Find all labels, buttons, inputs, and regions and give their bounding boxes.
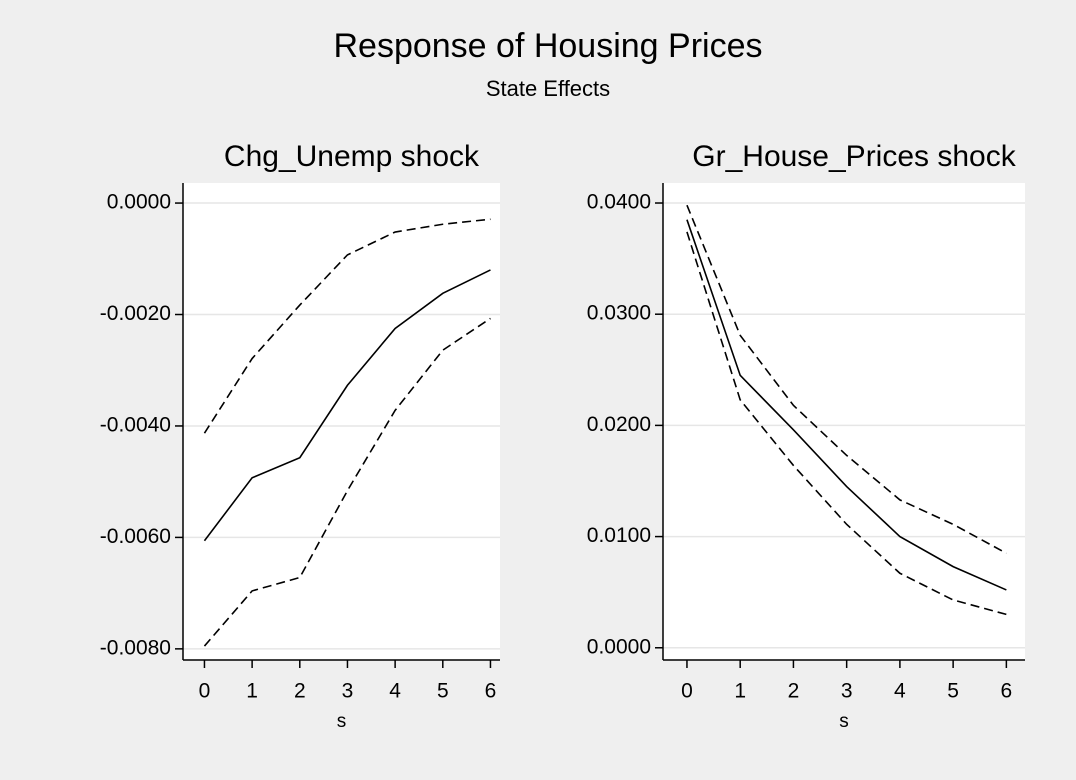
x-tick-label: 4 <box>894 680 906 703</box>
response-line <box>686 219 1007 591</box>
y-tick-label: -0.0020 <box>100 302 171 325</box>
figure-subtitle: State Effects <box>486 76 610 101</box>
y-tick-label: -0.0040 <box>100 414 171 437</box>
x-tick-label: 4 <box>389 680 401 703</box>
x-tick-label: 5 <box>437 680 449 703</box>
band-line <box>203 218 491 434</box>
x-tick-label: 3 <box>342 680 354 703</box>
x-tick-label: 0 <box>681 680 693 703</box>
x-tick-label: 2 <box>294 680 306 703</box>
response-line <box>203 269 491 542</box>
y-tick-label: 0.0000 <box>107 191 171 214</box>
x-axis-label: s <box>337 711 347 732</box>
y-tick-label: 0.0300 <box>587 302 651 325</box>
band-line <box>686 231 1007 616</box>
x-axis-label: s <box>839 711 849 732</box>
y-tick-label: -0.0060 <box>100 525 171 548</box>
x-tick-label: 5 <box>947 680 959 703</box>
band-line <box>203 317 491 647</box>
y-tick-label: 0.0400 <box>587 191 651 214</box>
y-tick-label: 0.0200 <box>587 413 651 436</box>
panel-title: Gr_House_Prices shock <box>692 140 1016 173</box>
x-tick-label: 6 <box>485 680 497 703</box>
x-tick-label: 2 <box>788 680 800 703</box>
x-tick-label: 3 <box>841 680 853 703</box>
y-tick-label: -0.0080 <box>100 636 171 659</box>
x-tick-label: 0 <box>199 680 211 703</box>
y-tick-label: 0.0000 <box>587 635 651 658</box>
x-tick-label: 1 <box>734 680 746 703</box>
plot-area <box>663 183 1025 660</box>
band-line <box>686 204 1007 554</box>
figure-title: Response of Housing Prices <box>333 27 762 65</box>
x-tick-label: 6 <box>1001 680 1013 703</box>
plot-area <box>183 183 500 660</box>
panel-title: Chg_Unemp shock <box>224 140 480 173</box>
y-tick-label: 0.0100 <box>587 524 651 547</box>
x-tick-label: 1 <box>246 680 258 703</box>
